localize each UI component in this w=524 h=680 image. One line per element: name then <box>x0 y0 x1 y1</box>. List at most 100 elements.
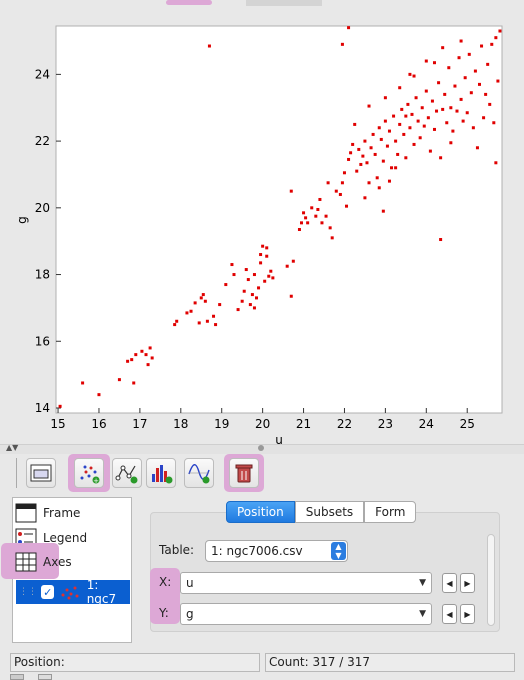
layer-item-legend[interactable]: Legend <box>13 526 131 550</box>
layer-visible-checkbox[interactable]: ✓ <box>41 585 55 599</box>
data-point <box>130 358 134 362</box>
y-prev-button[interactable]: ◀ <box>442 604 457 624</box>
scatter-layer-icon <box>61 586 79 600</box>
data-point <box>252 273 256 277</box>
data-point <box>459 39 463 43</box>
tab-subsets[interactable]: Subsets <box>294 501 365 523</box>
data-point <box>447 66 451 70</box>
collapse-arrows-icon[interactable]: ▲▼ <box>6 443 19 452</box>
data-point <box>289 189 293 193</box>
tab-form[interactable]: Form <box>364 501 417 523</box>
data-point <box>377 186 381 190</box>
x-column-field[interactable]: u ▼ <box>180 572 432 594</box>
add-line-layer-button[interactable] <box>112 458 142 488</box>
x-prev-button[interactable]: ◀ <box>442 573 457 593</box>
data-point <box>469 91 473 95</box>
config-tabs: Position Subsets Form <box>226 501 417 523</box>
left-arrow-icon: ◀ <box>446 609 453 619</box>
x-dropdown-icon[interactable]: ▼ <box>419 578 426 588</box>
data-point <box>254 296 258 300</box>
data-point <box>453 84 457 88</box>
data-point <box>451 129 455 133</box>
data-point <box>345 204 349 208</box>
bottom-control-fragment[interactable] <box>10 674 24 680</box>
data-point <box>488 102 492 106</box>
layer-label-frame: Frame <box>43 506 81 520</box>
divider-grip-icon[interactable] <box>258 445 264 451</box>
data-point <box>314 214 318 218</box>
data-point <box>117 378 121 382</box>
y-tick-label: 14 <box>35 401 50 415</box>
x-next-button[interactable]: ▶ <box>460 573 475 593</box>
data-point <box>467 52 471 56</box>
data-point <box>402 132 406 136</box>
data-point <box>134 353 138 357</box>
y-next-button[interactable]: ▶ <box>460 604 475 624</box>
data-point <box>387 129 391 133</box>
table-selector-value: 1: ngc7006.csv <box>211 544 303 558</box>
layer-item-frame[interactable]: Frame <box>13 501 131 525</box>
add-histogram-layer-button[interactable] <box>146 458 176 488</box>
data-point <box>385 144 389 148</box>
data-point <box>475 146 479 150</box>
add-scatter-layer-button[interactable]: + <box>74 458 104 488</box>
data-point <box>218 303 222 307</box>
data-point <box>342 171 346 175</box>
plot-area[interactable]: 15 16 17 18 19 20 21 22 23 24 25 14 16 18 20 22 24 u g <box>0 8 524 444</box>
data-point <box>396 152 400 156</box>
table-selector[interactable]: 1: ngc7006.csv ▲ ▼ <box>205 540 348 562</box>
delete-layer-button[interactable] <box>229 458 259 488</box>
scatter-plot[interactable]: 15 16 17 18 19 20 21 22 23 24 25 14 16 18 20 22 24 u g <box>0 8 524 444</box>
frame-toggle-button[interactable] <box>26 458 56 488</box>
data-point <box>484 92 488 96</box>
data-point <box>471 126 475 130</box>
data-point <box>265 246 269 250</box>
data-point <box>224 283 228 287</box>
data-point <box>302 211 306 215</box>
data-point <box>375 176 379 180</box>
data-point <box>347 26 351 30</box>
y-label: Y: <box>159 606 169 620</box>
plot-background <box>55 25 503 414</box>
split-divider[interactable]: ▲▼ <box>0 443 524 454</box>
drag-handle-icon[interactable]: ⋮⋮ <box>19 587 37 597</box>
data-point <box>330 236 334 240</box>
data-point <box>240 299 244 303</box>
x-tick-label: 22 <box>337 417 352 431</box>
layer-item-axes[interactable]: Axes <box>13 550 131 574</box>
table-selector-arrow-icon: ▲ ▼ <box>331 542 346 560</box>
data-point <box>185 311 189 315</box>
bottom-control-fragment-2[interactable] <box>38 674 52 680</box>
data-point <box>439 156 443 160</box>
data-point <box>367 181 371 185</box>
y-column-field[interactable]: g ▼ <box>180 603 432 625</box>
data-point <box>418 136 422 140</box>
panel-scrollbar[interactable] <box>487 534 495 626</box>
data-point <box>439 238 443 242</box>
x-tick-label: 25 <box>460 417 475 431</box>
data-point <box>148 346 152 350</box>
data-point <box>265 254 269 258</box>
y-dropdown-icon[interactable]: ▼ <box>419 609 426 619</box>
data-point <box>259 261 263 265</box>
data-point <box>492 121 496 125</box>
x-label: X: <box>159 575 172 589</box>
data-point <box>424 89 428 93</box>
add-line-layer-icon <box>115 465 138 484</box>
data-point <box>340 42 344 46</box>
data-point <box>430 99 434 103</box>
tab-position[interactable]: Position <box>226 501 295 523</box>
data-point <box>338 192 342 196</box>
add-function-layer-button[interactable] <box>184 458 214 488</box>
data-point <box>408 72 412 76</box>
data-point <box>463 76 467 80</box>
data-point <box>252 306 256 310</box>
data-point <box>150 356 154 360</box>
data-point <box>259 253 263 257</box>
data-point <box>369 146 373 150</box>
layer-toolbar: + <box>8 454 516 494</box>
x-tick-label: 16 <box>91 417 106 431</box>
data-point <box>406 102 410 106</box>
layer-item-table[interactable]: ⋮⋮ ✓ 1: ngc7 <box>16 578 130 606</box>
data-point <box>232 273 236 277</box>
